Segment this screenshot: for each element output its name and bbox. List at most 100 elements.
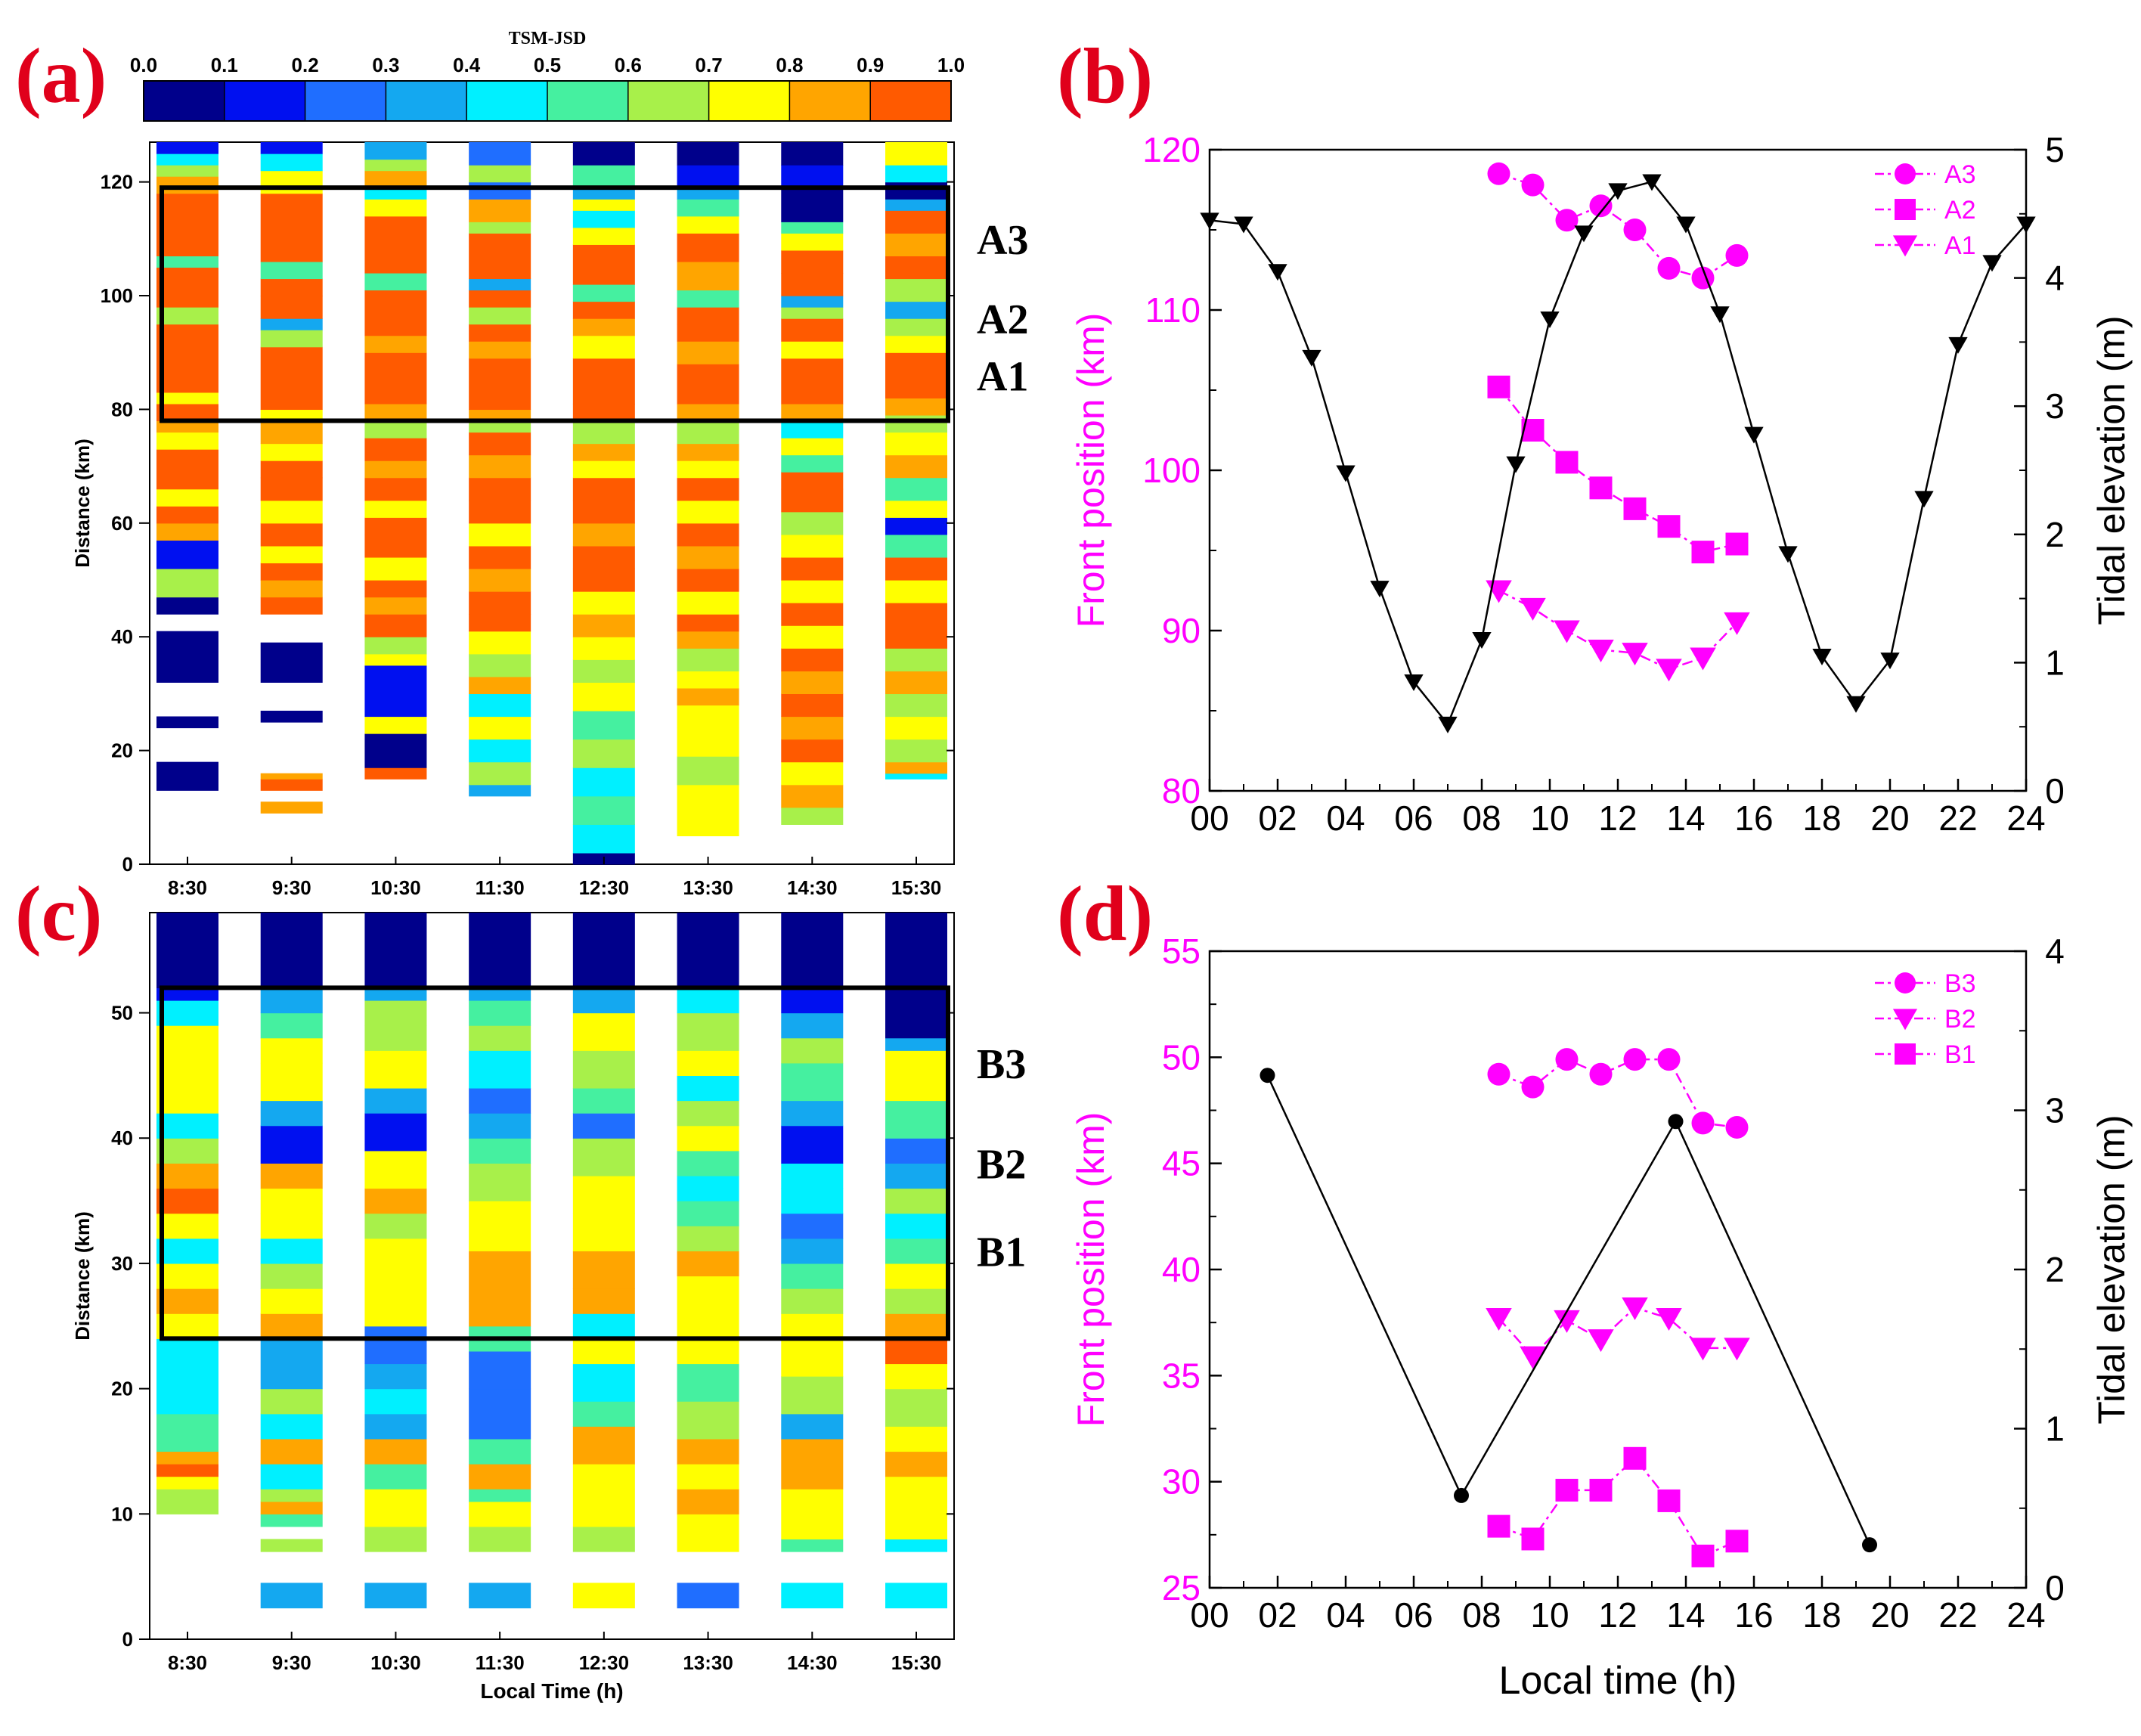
colorbar-tick-label: 0.4 [453,54,481,76]
heatmap-cell [156,1238,218,1264]
heatmap-cell [156,1188,218,1214]
heatmap-cell [781,1438,844,1490]
heatmap-cell [677,1583,739,1609]
data-point [1710,306,1730,324]
heatmap-cell [469,341,531,359]
heatmap-cell [156,1476,218,1490]
heatmap-cell [677,341,739,364]
data-point [1657,1048,1681,1071]
heatmap-cell [677,591,739,615]
heatmap-cell [572,358,635,405]
heatmap-cell [469,676,531,695]
heatmap-cell [677,913,739,989]
heatmap-cell [156,420,218,433]
heatmap-cell [156,1000,218,1026]
heatmap-cell [260,580,323,598]
heatmap-cell [469,784,531,797]
heatmap-cell [885,1075,947,1102]
heatmap-cell [469,693,531,718]
heatmap-cell [677,784,739,837]
y-tick-label: 40 [1162,1250,1201,1289]
heatmap-cell [885,256,947,280]
heatmap-cell [781,420,844,439]
heatmap-cell [677,1363,739,1402]
heatmap-cell [885,477,947,501]
box-label: B1 [977,1229,1026,1276]
y2-tick-label: 1 [2045,1409,2065,1449]
x-tick-label: 9:30 [272,1651,311,1674]
heatmap-cell [572,420,635,445]
heatmap-column [469,142,531,797]
heatmap-cell [156,1213,218,1239]
heatmap-cell [781,488,844,513]
heatmap-cell [677,1276,739,1314]
data-point [1725,1115,1749,1139]
x-tick-label: 12 [1598,1595,1637,1635]
x-tick-label: 10:30 [370,1651,421,1674]
heatmap-cell [677,545,739,569]
heatmap-cell [677,1100,739,1127]
heatmap-cell [885,1050,947,1076]
heatmap-cell [469,278,531,291]
data-point [1880,653,1900,670]
heatmap-cell [677,1075,739,1102]
data-point [1623,1048,1647,1071]
heatmap-cell [469,1163,531,1201]
heatmap-cell [885,318,947,336]
x-tick-label: 00 [1190,1595,1229,1635]
heatmap-cell [364,1388,427,1415]
data-point [1555,209,1579,232]
heatmap-cell [364,420,427,439]
heatmap-cell [260,1037,323,1064]
y2-tick-label: 3 [2045,1091,2065,1130]
colorbar-swatch [870,81,952,121]
data-point [1982,255,2002,272]
legend-marker [1895,163,1916,184]
heatmap-cell [364,403,427,422]
heatmap-cell [260,1388,323,1415]
heatmap-cell [364,352,427,405]
y2-tick-label: 3 [2045,386,2065,426]
heatmap-cell [677,460,739,479]
heatmap-cell [677,443,739,461]
x-tick-label: 14 [1666,1595,1705,1635]
heatmap-cell [364,534,427,558]
heatmap-cell [572,1313,635,1339]
heatmap-cell [156,449,218,467]
heatmap-cell [156,176,218,194]
heatmap-cell [572,1175,635,1214]
heatmap-cell [572,637,635,660]
heatmap-cell [572,568,635,592]
heatmap-cell [572,682,635,711]
heatmap-cell [364,517,427,535]
heatmap-cell [572,335,635,359]
y2-axis-label: Tidal elevation (m) [2090,1114,2133,1424]
heatmap-cell [572,1113,635,1139]
heatmap-cell [885,580,947,603]
data-point [1690,647,1716,671]
y2-axis-label: Tidal elevation (m) [2090,315,2133,625]
heatmap-cell [469,1438,531,1465]
data-point [1486,1308,1512,1331]
heatmap-cell [572,1583,635,1609]
y-tick-label: 80 [111,398,133,420]
data-point [1521,173,1545,197]
heatmap-cell [885,1263,947,1289]
heatmap-cell [885,414,947,433]
heatmap-cell [885,1388,947,1427]
data-point [1725,1530,1749,1553]
heatmap-cell [260,330,323,348]
x-tick-label: 06 [1394,1595,1433,1635]
heatmap-cell [781,648,844,671]
heatmap-cell [677,687,739,706]
heatmap-cell [364,1413,427,1440]
colorbar-tick-label: 0.5 [534,54,561,76]
heatmap-cell [572,522,635,547]
heatmap-cell [572,477,635,501]
heatmap-column [156,142,218,791]
x-tick-label: 08 [1462,1595,1501,1635]
heatmap-cell [364,614,427,637]
heatmap-cell [677,403,739,422]
heatmap-cell [260,563,323,581]
heatmap-cell [572,795,635,825]
